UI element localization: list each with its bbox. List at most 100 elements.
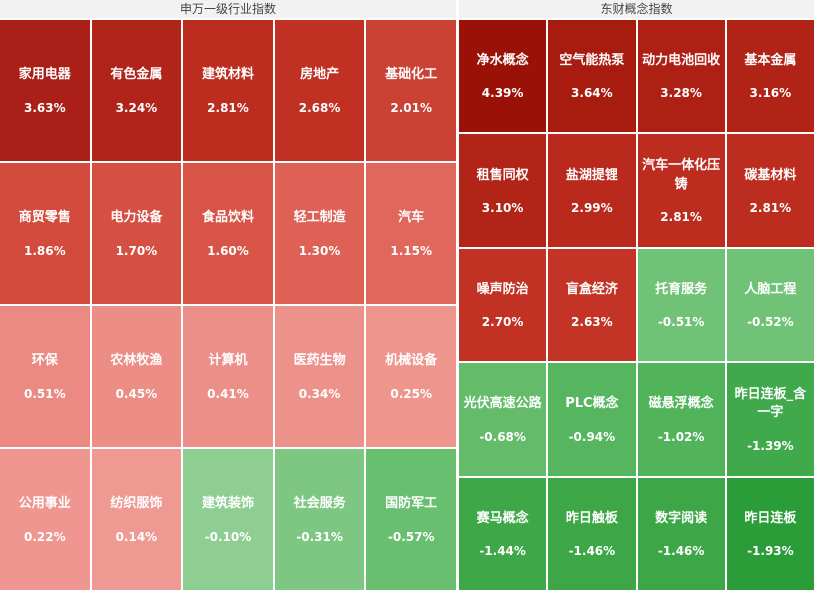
cell-sector-name: 盐湖提锂 bbox=[565, 167, 618, 183]
heatmap-cell[interactable]: 汽车一体化压铸 2.81% bbox=[637, 134, 725, 247]
cell-sector-name: 汽车一体化压铸 bbox=[642, 158, 721, 192]
cell-change-percent: -0.94% bbox=[568, 429, 616, 444]
cell-sector-name: 磁悬浮概念 bbox=[648, 396, 714, 412]
heatmap-cell[interactable]: 昨日触板 -1.46% bbox=[548, 477, 636, 590]
heatmap-cell[interactable]: 昨日连板_含一字 -1.39% bbox=[726, 363, 814, 476]
heatmap-cell[interactable]: 纺织服饰 0.14% bbox=[91, 449, 182, 590]
heatmap-cell[interactable]: 机械设备 0.25% bbox=[366, 306, 456, 447]
cell-change-percent: 2.01% bbox=[390, 100, 432, 115]
heatmap-cell[interactable]: 计算机 0.41% bbox=[183, 306, 273, 447]
heatmap-cell[interactable]: 公用事业 0.22% bbox=[0, 449, 90, 590]
cell-change-percent: 1.30% bbox=[298, 243, 341, 258]
cell-change-percent: -0.31% bbox=[296, 529, 343, 544]
heatmap-cell[interactable]: 数字阅读 -1.46% bbox=[637, 477, 725, 590]
heatmap-cell[interactable]: 农林牧渔 0.45% bbox=[91, 306, 182, 447]
heatmap-row: 光伏高速公路 -0.68% PLC概念 -0.94% 磁悬浮概念 -1.02% 昨日连板_含… bbox=[459, 363, 814, 476]
cell-sector-name: 基本金属 bbox=[744, 53, 797, 69]
heatmap-cell[interactable]: 医药生物 0.34% bbox=[274, 306, 365, 447]
cell-sector-name: 建筑材料 bbox=[201, 67, 254, 83]
cell-change-percent: -1.46% bbox=[568, 543, 616, 558]
heatmap-cell[interactable]: 盲盒经济 2.63% bbox=[548, 248, 636, 362]
heatmap-cell[interactable]: 国防军工 -0.57% bbox=[366, 449, 456, 590]
cell-change-percent: -0.10% bbox=[204, 529, 252, 544]
heatmap-cell[interactable]: 建筑装饰 -0.10% bbox=[183, 449, 273, 590]
heatmap-cell[interactable]: 赛马概念 -1.44% bbox=[459, 477, 547, 590]
heatmap-cell[interactable]: 食品饮料 1.60% bbox=[183, 163, 273, 304]
cell-change-percent: 2.68% bbox=[298, 100, 341, 115]
cell-sector-name: PLC概念 bbox=[565, 396, 619, 412]
cell-sector-name: 光伏高速公路 bbox=[463, 396, 542, 412]
heatmap-cell[interactable]: 租售同权 3.10% bbox=[459, 134, 547, 247]
heatmap-cell[interactable]: 基本金属 3.16% bbox=[726, 20, 814, 133]
heatmap-cell[interactable]: 光伏高速公路 -0.68% bbox=[459, 363, 547, 476]
heatmap-cell[interactable]: 家用电器 3.63% bbox=[0, 20, 90, 161]
heatmap-cell[interactable]: 商贸零售 1.86% bbox=[0, 163, 90, 304]
panel-concept-grid: 净水概念 4.39% 空气能热泵 3.64% 动力电池回收 3.28% 基本金属 3.16% 租… bbox=[459, 18, 814, 590]
cell-change-percent: -0.57% bbox=[387, 529, 435, 544]
cell-change-percent: 0.51% bbox=[23, 386, 66, 401]
cell-change-percent: 0.45% bbox=[115, 386, 158, 401]
cell-change-percent: 3.16% bbox=[749, 86, 792, 101]
heatmap-cell[interactable]: 基础化工 2.01% bbox=[366, 20, 456, 161]
cell-sector-name: 房地产 bbox=[300, 67, 340, 83]
heatmap-row: 公用事业 0.22% 纺织服饰 0.14% 建筑装饰 -0.10% 社会服务 -0.31% 国防… bbox=[0, 449, 456, 590]
heatmap-cell[interactable]: 轻工制造 1.30% bbox=[274, 163, 365, 304]
heatmap-cell[interactable]: 空气能热泵 3.64% bbox=[548, 20, 636, 133]
heatmap-row: 赛马概念 -1.44% 昨日触板 -1.46% 数字阅读 -1.46% 昨日连板 -1.93% bbox=[459, 477, 814, 590]
cell-sector-name: 空气能热泵 bbox=[559, 53, 625, 69]
cell-change-percent: 3.10% bbox=[481, 200, 524, 215]
cell-change-percent: -1.46% bbox=[657, 543, 705, 558]
cell-change-percent: -1.44% bbox=[479, 543, 526, 558]
cell-change-percent: 2.70% bbox=[481, 315, 524, 330]
cell-change-percent: 2.81% bbox=[749, 200, 792, 215]
cell-change-percent: 0.22% bbox=[23, 529, 66, 544]
cell-sector-name: 社会服务 bbox=[293, 496, 346, 512]
heatmap-cell[interactable]: 汽车 1.15% bbox=[366, 163, 456, 304]
heatmap-cell[interactable]: 社会服务 -0.31% bbox=[274, 449, 365, 590]
heatmap-cell[interactable]: 环保 0.51% bbox=[0, 306, 90, 447]
cell-sector-name: 动力电池回收 bbox=[642, 53, 721, 69]
cell-change-percent: 2.99% bbox=[571, 200, 613, 215]
cell-change-percent: 2.81% bbox=[660, 209, 702, 224]
cell-change-percent: 0.25% bbox=[390, 386, 432, 401]
heatmap-cell[interactable]: 人脑工程 -0.52% bbox=[726, 248, 814, 362]
cell-change-percent: 1.15% bbox=[390, 243, 432, 258]
cell-sector-name: 噪声防治 bbox=[476, 281, 529, 297]
panel-concept-title: 东财概念指数 bbox=[459, 0, 814, 18]
cell-change-percent: -0.68% bbox=[479, 429, 526, 444]
heatmap-cell[interactable]: 动力电池回收 3.28% bbox=[637, 20, 725, 133]
heatmap-cell[interactable]: 净水概念 4.39% bbox=[459, 20, 547, 133]
cell-sector-name: 基础化工 bbox=[385, 67, 438, 83]
heatmap-cell[interactable]: 房地产 2.68% bbox=[274, 20, 365, 161]
cell-change-percent: -0.52% bbox=[747, 315, 794, 330]
cell-change-percent: 0.14% bbox=[115, 529, 158, 544]
panel-concept-index: 东财概念指数 净水概念 4.39% 空气能热泵 3.64% 动力电池回收 3.28% 基本金… bbox=[459, 0, 814, 590]
cell-sector-name: 碳基材料 bbox=[744, 167, 797, 183]
heatmap-cell[interactable]: PLC概念 -0.94% bbox=[548, 363, 636, 476]
cell-sector-name: 轻工制造 bbox=[293, 210, 346, 226]
cell-change-percent: 2.63% bbox=[571, 315, 613, 330]
cell-change-percent: 2.81% bbox=[207, 100, 249, 115]
heatmap-cell[interactable]: 建筑材料 2.81% bbox=[183, 20, 273, 161]
cell-sector-name: 有色金属 bbox=[110, 67, 163, 83]
cell-sector-name: 托育服务 bbox=[655, 281, 708, 297]
cell-sector-name: 数字阅读 bbox=[655, 510, 708, 526]
heatmap-cell[interactable]: 噪声防治 2.70% bbox=[459, 248, 547, 362]
cell-sector-name: 电力设备 bbox=[110, 210, 163, 226]
cell-change-percent: 0.41% bbox=[207, 386, 249, 401]
heatmap-cell[interactable]: 昨日连板 -1.93% bbox=[726, 477, 814, 590]
cell-sector-name: 昨日触板 bbox=[565, 510, 618, 526]
cell-change-percent: 1.60% bbox=[207, 243, 249, 258]
heatmap-row: 环保 0.51% 农林牧渔 0.45% 计算机 0.41% 医药生物 0.34% 机械设备 0.2… bbox=[0, 306, 456, 447]
cell-change-percent: 1.70% bbox=[115, 243, 158, 258]
cell-sector-name: 家用电器 bbox=[18, 67, 71, 83]
heatmap-cell[interactable]: 盐湖提锂 2.99% bbox=[548, 134, 636, 247]
cell-sector-name: 商贸零售 bbox=[18, 210, 71, 226]
heatmap-cell[interactable]: 电力设备 1.70% bbox=[91, 163, 182, 304]
heatmap-cell[interactable]: 碳基材料 2.81% bbox=[726, 134, 814, 247]
heatmap-cell[interactable]: 有色金属 3.24% bbox=[91, 20, 182, 161]
heatmap-cell[interactable]: 托育服务 -0.51% bbox=[637, 248, 725, 362]
cell-sector-name: 昨日连板_含一字 bbox=[734, 387, 807, 421]
heatmap-cell[interactable]: 磁悬浮概念 -1.02% bbox=[637, 363, 725, 476]
cell-sector-name: 农林牧渔 bbox=[110, 353, 163, 369]
